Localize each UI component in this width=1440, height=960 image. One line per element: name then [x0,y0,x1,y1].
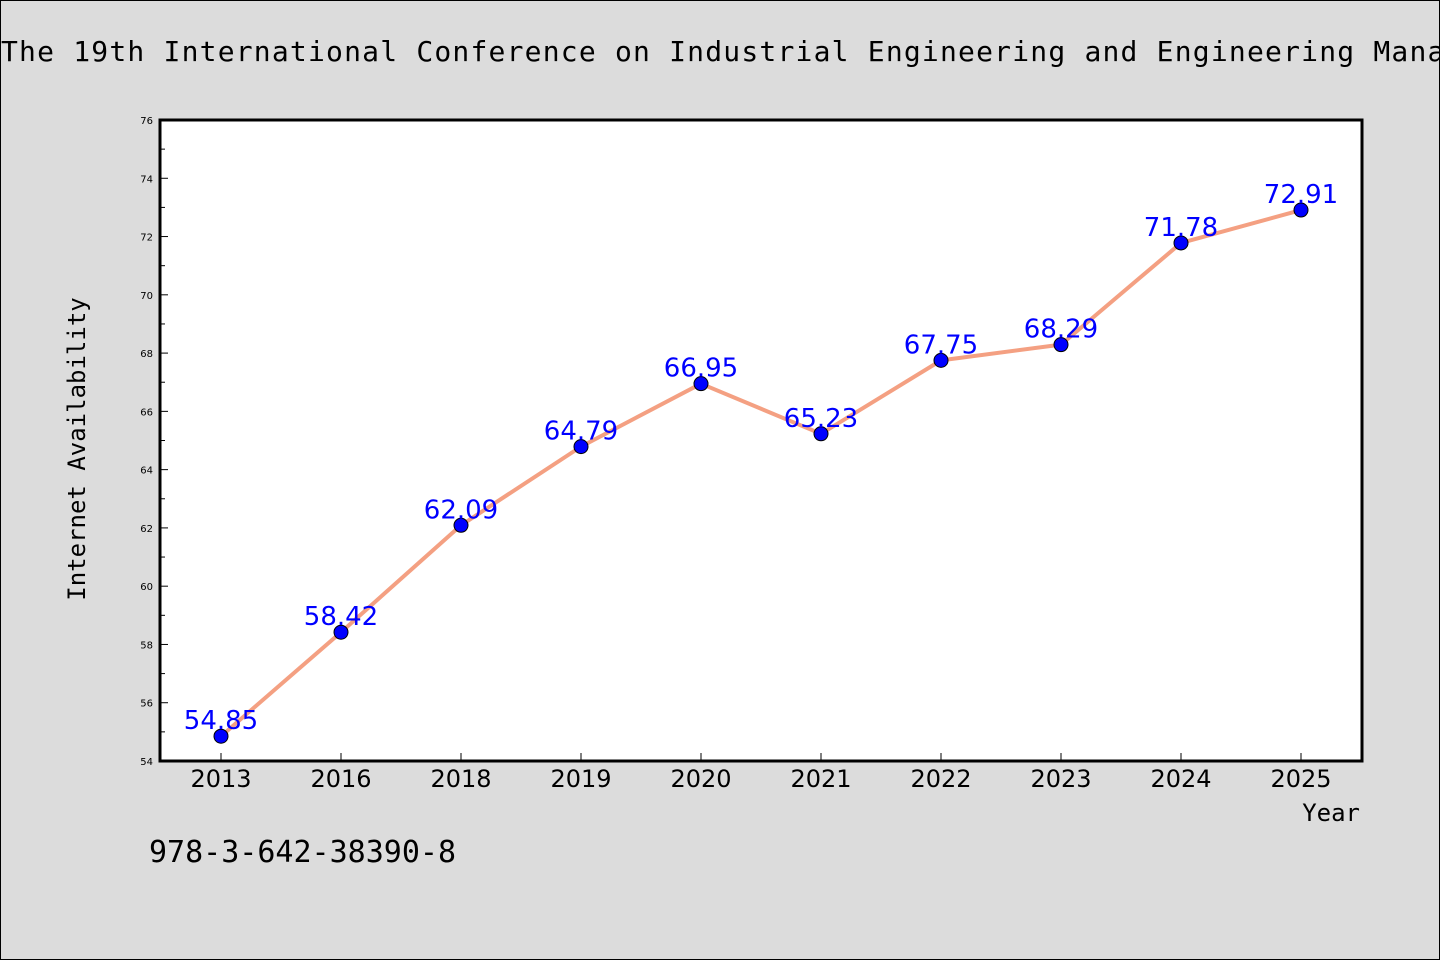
data-point [1053,337,1069,353]
data-point [213,728,229,744]
y-tick-label: 58 [140,640,153,651]
x-tick-label: 2025 [1270,765,1331,793]
x-tick-label: 2020 [670,765,731,793]
data-point [333,624,349,640]
y-tick-label: 74 [140,174,153,185]
series-line [219,208,1303,739]
x-tick-label: 2023 [1030,765,1091,793]
y-tick-label: 68 [140,349,153,360]
data-label: 65.23 [784,404,858,434]
data-labels: 54.85 58.42 62.09 64.79 66.95 65.23 67.75 68.29… [184,180,1338,736]
y-tick-label: 54 [140,757,153,768]
data-label: 58.42 [304,602,378,632]
y-tick-label: 60 [140,582,153,593]
data-label: 66.95 [664,354,738,384]
data-point [1293,202,1309,218]
data-label: 72.91 [1264,180,1338,210]
data-label: 67.75 [904,330,978,360]
y-tick-label: 66 [140,407,153,418]
data-point [693,376,709,392]
data-point [933,352,949,368]
data-point [573,439,589,455]
x-tick-label: 2013 [190,765,251,793]
data-point [1173,235,1189,251]
data-label: 64.79 [544,417,618,447]
data-point [453,517,469,533]
x-axis: 2013 2016 2018 2019 2020 2021 2022 2023 2024 2025 [190,753,1332,793]
x-tick-label: 2019 [550,765,611,793]
y-tick-label: 70 [140,291,153,302]
data-label: 71.78 [1144,213,1218,243]
y-tick-label: 72 [140,233,153,244]
x-tick-label: 2018 [430,765,491,793]
x-tick-label: 2022 [910,765,971,793]
y-axis-label: Internet Availability [63,297,91,600]
x-tick-label: 2024 [1150,765,1211,793]
x-tick-label: 2021 [790,765,851,793]
data-points [213,202,1309,744]
y-axis: 54 56 58 60 62 64 66 68 70 72 74 76 [140,116,168,768]
x-axis-label: Year [1302,799,1360,827]
plot-area [158,118,1364,763]
x-tick-label: 2016 [310,765,371,793]
data-label: 68.29 [1024,315,1098,345]
data-point [813,426,829,442]
y-tick-label: 62 [140,524,153,535]
data-label: 62.09 [424,495,498,525]
y-tick-label: 64 [140,466,153,477]
chart-title: The 19th International Conference on Ind… [1,35,1440,68]
data-label: 54.85 [184,706,258,736]
isbn-text: 978-3-642-38390-8 [149,835,457,870]
y-tick-label: 56 [140,699,153,710]
y-tick-label: 76 [140,116,153,127]
